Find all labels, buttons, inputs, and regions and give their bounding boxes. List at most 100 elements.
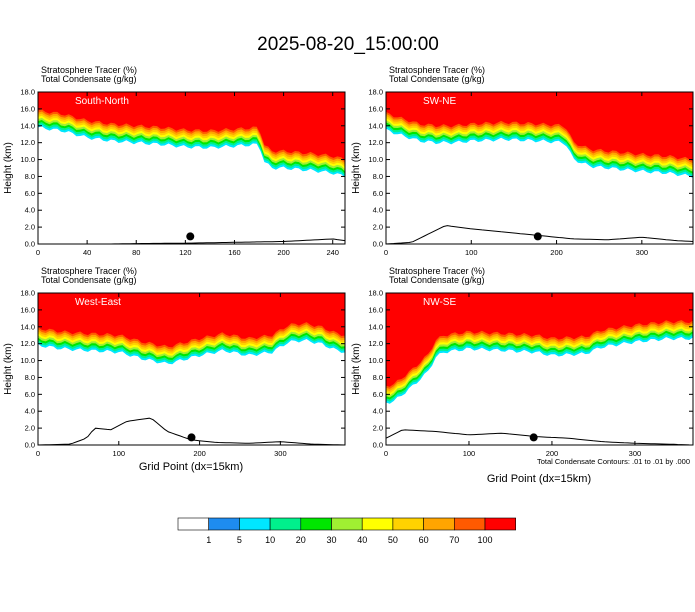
ytick-label: 16.0: [20, 104, 35, 113]
xtick-label: 40: [83, 248, 91, 257]
ytick-label: 6.0: [25, 390, 35, 399]
ytick-label: 8.0: [373, 373, 383, 382]
colorbar-swatch: [392, 517, 424, 531]
panel-title-condensate: Total Condensate (g/kg): [41, 275, 137, 285]
panel-title-condensate: Total Condensate (g/kg): [389, 275, 485, 285]
ytick-label: 4.0: [373, 407, 383, 416]
ylabel: Height (km): [351, 343, 362, 395]
plot-frame: [37, 91, 346, 245]
ytick-label: 4.0: [25, 206, 35, 215]
colorbar-swatch: [300, 517, 332, 531]
colorbar-label: 10: [265, 535, 275, 545]
xtick-label: 300: [636, 248, 649, 257]
location-marker: [533, 232, 542, 241]
tracer-core: [38, 92, 345, 155]
ytick-label: 18.0: [368, 289, 383, 298]
panel-title-tracer: Stratosphere Tracer (%): [389, 266, 485, 276]
ytick-label: 14.0: [368, 322, 383, 331]
location-marker: [529, 433, 538, 442]
colorbar-label: 40: [357, 535, 367, 545]
panel-name: SW-NE: [423, 96, 456, 107]
ytick-label: 18.0: [20, 88, 35, 97]
xtick-label: 0: [384, 449, 388, 458]
panel-sw-ne: 0.0 2.0 4.0 6.0 8.0 10.0 12.0 14.0 16.0 18.0 0 100 2…: [351, 65, 694, 257]
colorbar-label: 60: [419, 535, 429, 545]
colorbar-swatch: [423, 517, 455, 531]
ytick-label: 6.0: [25, 189, 35, 198]
ylabel: Height (km): [3, 142, 14, 194]
panel-west-east: 0.0 2.0 4.0 6.0 8.0 10.0 12.0 14.0 16.0 18.0 0 100 2…: [3, 266, 346, 458]
colorbar-label: 5: [237, 535, 242, 545]
xtick-label: 300: [629, 449, 642, 458]
ylabel: Height (km): [351, 142, 362, 194]
ytick-label: 14.0: [368, 121, 383, 130]
location-marker: [186, 232, 195, 241]
panel-name: South-North: [75, 96, 129, 107]
xtick-label: 0: [36, 449, 40, 458]
ytick-label: 16.0: [368, 104, 383, 113]
terrain-line: [386, 429, 693, 445]
colorbar-label: 1: [206, 535, 211, 545]
ytick-label: 16.0: [20, 305, 35, 314]
ytick-label: 12.0: [20, 138, 35, 147]
xtick-label: 80: [132, 248, 140, 257]
ytick-label: 14.0: [20, 322, 35, 331]
ytick-label: 8.0: [373, 172, 383, 181]
contour-note-text: Total Condensate Contours: .01 to .01 by…: [537, 457, 690, 466]
colorbar-swatch: [453, 517, 486, 531]
xlabel-left: Grid Point (dx=15km): [139, 461, 243, 473]
colorbar-label: 30: [326, 535, 336, 545]
xtick-label: 100: [465, 248, 478, 257]
colorbar: 1 5 10 20 30 40 50 60 70 100: [177, 517, 517, 545]
panel-title-condensate: Total Condensate (g/kg): [41, 74, 137, 84]
ytick-label: 12.0: [368, 339, 383, 348]
panel-nw-se: 0.0 2.0 4.0 6.0 8.0 10.0 12.0 14.0 16.0 18.0 0 100 2…: [351, 266, 694, 458]
ytick-label: 10.0: [20, 155, 35, 164]
xtick-label: 0: [384, 248, 388, 257]
xtick-label: 120: [179, 248, 192, 257]
xtick-label: 160: [228, 248, 241, 257]
xtick-label: 100: [113, 449, 126, 458]
panel-title-tracer: Stratosphere Tracer (%): [41, 65, 137, 75]
contour-note: Total Condensate Contours: .01 to .01 by…: [537, 457, 690, 466]
ytick-label: 2.0: [373, 223, 383, 232]
ytick-label: 0.0: [373, 441, 383, 450]
xtick-label: 200: [546, 449, 559, 458]
plot-frame: [385, 91, 694, 245]
colorbar-swatch: [269, 517, 302, 531]
ytick-label: 12.0: [20, 339, 35, 348]
ytick-label: 0.0: [373, 240, 383, 249]
ytick-label: 0.0: [25, 441, 35, 450]
colorbar-label: 70: [449, 535, 459, 545]
colorbar-swatch: [331, 517, 363, 531]
ytick-label: 16.0: [368, 305, 383, 314]
ytick-label: 18.0: [368, 88, 383, 97]
xtick-label: 240: [326, 248, 339, 257]
ytick-label: 4.0: [25, 407, 35, 416]
tracer-fill: [386, 92, 693, 178]
ytick-label: 12.0: [368, 138, 383, 147]
panel-name: NW-SE: [423, 297, 456, 308]
tracer-fill: [386, 293, 693, 404]
xtick-label: 200: [277, 248, 290, 257]
tracer-core: [386, 293, 693, 382]
tracer-core: [38, 293, 345, 343]
plot-frame: [385, 292, 694, 446]
xtick-label: 100: [463, 449, 476, 458]
colorbar-label: 20: [296, 535, 306, 545]
location-marker: [187, 433, 196, 442]
colorbar-label: 50: [388, 535, 398, 545]
colorbar-swatch: [239, 517, 271, 531]
tracer-core: [386, 92, 693, 155]
ytick-label: 8.0: [25, 373, 35, 382]
xtick-label: 200: [193, 449, 206, 458]
ytick-label: 10.0: [368, 155, 383, 164]
ytick-label: 10.0: [368, 356, 383, 365]
ytick-label: 6.0: [373, 189, 383, 198]
colorbar-swatch: [361, 517, 394, 531]
ytick-label: 6.0: [373, 390, 383, 399]
ytick-label: 14.0: [20, 121, 35, 130]
ytick-label: 4.0: [373, 206, 383, 215]
ytick-label: 2.0: [373, 424, 383, 433]
colorbar-label: 100: [477, 535, 492, 545]
